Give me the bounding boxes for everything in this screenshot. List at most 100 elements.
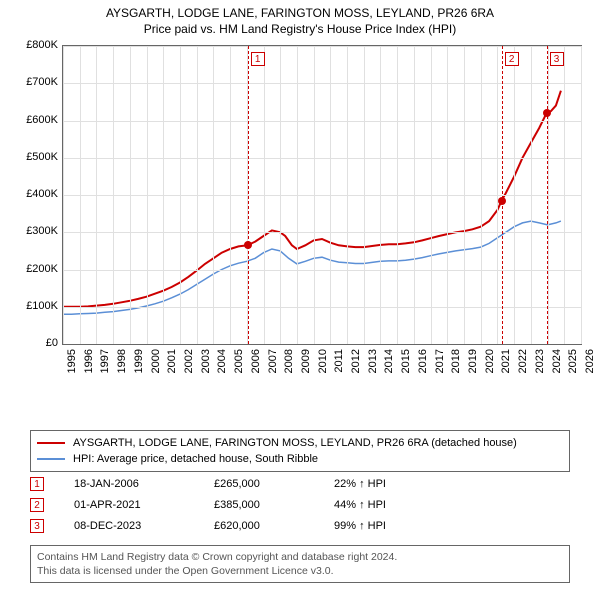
y-axis-tick-label: £500K xyxy=(12,151,58,163)
x-axis-tick-label: 2025 xyxy=(567,349,579,373)
gridline-vertical xyxy=(397,46,398,344)
x-axis-tick-label: 2012 xyxy=(350,349,362,373)
x-axis-tick-label: 2011 xyxy=(333,349,345,373)
gridline-vertical xyxy=(447,46,448,344)
title-line-1: AYSGARTH, LODGE LANE, FARINGTON MOSS, LE… xyxy=(0,6,600,20)
gridline-vertical xyxy=(197,46,198,344)
legend: AYSGARTH, LODGE LANE, FARINGTON MOSS, LE… xyxy=(30,430,570,472)
gridline-vertical xyxy=(531,46,532,344)
gridline-vertical xyxy=(548,46,549,344)
sale-marker-number: 1 xyxy=(251,52,265,66)
sale-marker-row: 118-JAN-2006£265,00022% ↑ HPI xyxy=(30,473,570,494)
sale-vs-hpi: 99% ↑ HPI xyxy=(334,520,454,532)
gridline-vertical xyxy=(514,46,515,344)
x-axis-tick-label: 2016 xyxy=(417,349,429,373)
gridline-vertical xyxy=(297,46,298,344)
plot-area: 123 xyxy=(62,45,582,345)
x-axis-tick-label: 2017 xyxy=(434,349,446,373)
gridline-horizontal xyxy=(63,158,581,159)
x-axis-tick-label: 2018 xyxy=(450,349,462,373)
gridline-horizontal xyxy=(63,307,581,308)
gridline-horizontal xyxy=(63,83,581,84)
x-axis-tick-label: 2015 xyxy=(400,349,412,373)
gridline-vertical xyxy=(464,46,465,344)
chart-page: AYSGARTH, LODGE LANE, FARINGTON MOSS, LE… xyxy=(0,0,600,590)
x-axis-tick-label: 2022 xyxy=(517,349,529,373)
sale-date: 18-JAN-2006 xyxy=(74,478,214,490)
gridline-vertical xyxy=(431,46,432,344)
x-axis-tick-label: 2014 xyxy=(383,349,395,373)
gridline-vertical xyxy=(230,46,231,344)
footer-line-1: Contains HM Land Registry data © Crown c… xyxy=(37,550,563,564)
sale-marker-badge: 3 xyxy=(30,519,44,533)
sale-date: 08-DEC-2023 xyxy=(74,520,214,532)
sale-marker-line xyxy=(248,46,249,344)
x-axis-tick-label: 2024 xyxy=(551,349,563,373)
legend-label: HPI: Average price, detached house, Sout… xyxy=(73,453,318,465)
x-axis-tick-label: 2020 xyxy=(484,349,496,373)
chart-titles: AYSGARTH, LODGE LANE, FARINGTON MOSS, LE… xyxy=(0,0,600,36)
y-axis-tick-label: £200K xyxy=(12,263,58,275)
gridline-vertical xyxy=(130,46,131,344)
gridline-vertical xyxy=(113,46,114,344)
y-axis-tick-label: £0 xyxy=(12,337,58,349)
series-line xyxy=(63,91,561,307)
gridline-vertical xyxy=(264,46,265,344)
gridline-horizontal xyxy=(63,195,581,196)
x-axis-tick-label: 1997 xyxy=(99,349,111,373)
sale-marker-line xyxy=(547,46,548,344)
series-line xyxy=(63,221,561,314)
gridline-vertical xyxy=(364,46,365,344)
x-axis-tick-label: 2008 xyxy=(283,349,295,373)
gridline-vertical xyxy=(80,46,81,344)
gridline-horizontal xyxy=(63,232,581,233)
gridline-vertical xyxy=(280,46,281,344)
x-axis-tick-label: 2026 xyxy=(584,349,596,373)
gridline-vertical xyxy=(564,46,565,344)
gridline-vertical xyxy=(380,46,381,344)
x-axis-tick-label: 2019 xyxy=(467,349,479,373)
x-axis-tick-label: 2010 xyxy=(317,349,329,373)
sale-marker-number: 3 xyxy=(550,52,564,66)
gridline-vertical xyxy=(414,46,415,344)
x-axis-tick-label: 2021 xyxy=(500,349,512,373)
sale-vs-hpi: 22% ↑ HPI xyxy=(334,478,454,490)
footer-line-2: This data is licensed under the Open Gov… xyxy=(37,564,563,578)
y-axis-tick-label: £400K xyxy=(12,188,58,200)
legend-swatch xyxy=(37,442,65,444)
y-axis-tick-label: £300K xyxy=(12,225,58,237)
gridline-vertical xyxy=(163,46,164,344)
gridline-horizontal xyxy=(63,46,581,47)
sale-price: £385,000 xyxy=(214,499,334,511)
sale-marker-line xyxy=(502,46,503,344)
y-axis-tick-label: £100K xyxy=(12,300,58,312)
y-axis-tick-label: £800K xyxy=(12,39,58,51)
x-axis-tick-label: 1999 xyxy=(133,349,145,373)
gridline-vertical xyxy=(180,46,181,344)
gridline-horizontal xyxy=(63,121,581,122)
sale-marker-point xyxy=(498,197,506,205)
x-axis-tick-label: 1996 xyxy=(83,349,95,373)
title-line-2: Price paid vs. HM Land Registry's House … xyxy=(0,22,600,36)
gridline-vertical xyxy=(96,46,97,344)
gridline-vertical xyxy=(147,46,148,344)
sale-marker-point xyxy=(244,241,252,249)
x-axis-tick-label: 2003 xyxy=(200,349,212,373)
gridline-vertical xyxy=(330,46,331,344)
sale-vs-hpi: 44% ↑ HPI xyxy=(334,499,454,511)
sale-marker-point xyxy=(543,109,551,117)
chart-area: 123 £0 £100K £200K £300K £400K £500K £600K £700… xyxy=(12,45,588,385)
x-axis-tick-label: 2004 xyxy=(216,349,228,373)
x-axis-tick-label: 1995 xyxy=(66,349,78,373)
x-axis-tick-label: 2005 xyxy=(233,349,245,373)
legend-item: AYSGARTH, LODGE LANE, FARINGTON MOSS, LE… xyxy=(37,435,563,451)
gridline-vertical xyxy=(347,46,348,344)
gridline-vertical xyxy=(213,46,214,344)
sale-price: £265,000 xyxy=(214,478,334,490)
gridline-vertical xyxy=(481,46,482,344)
y-axis-tick-label: £700K xyxy=(12,76,58,88)
sale-price: £620,000 xyxy=(214,520,334,532)
sale-date: 01-APR-2021 xyxy=(74,499,214,511)
legend-label: AYSGARTH, LODGE LANE, FARINGTON MOSS, LE… xyxy=(73,437,517,449)
y-axis-tick-label: £600K xyxy=(12,114,58,126)
